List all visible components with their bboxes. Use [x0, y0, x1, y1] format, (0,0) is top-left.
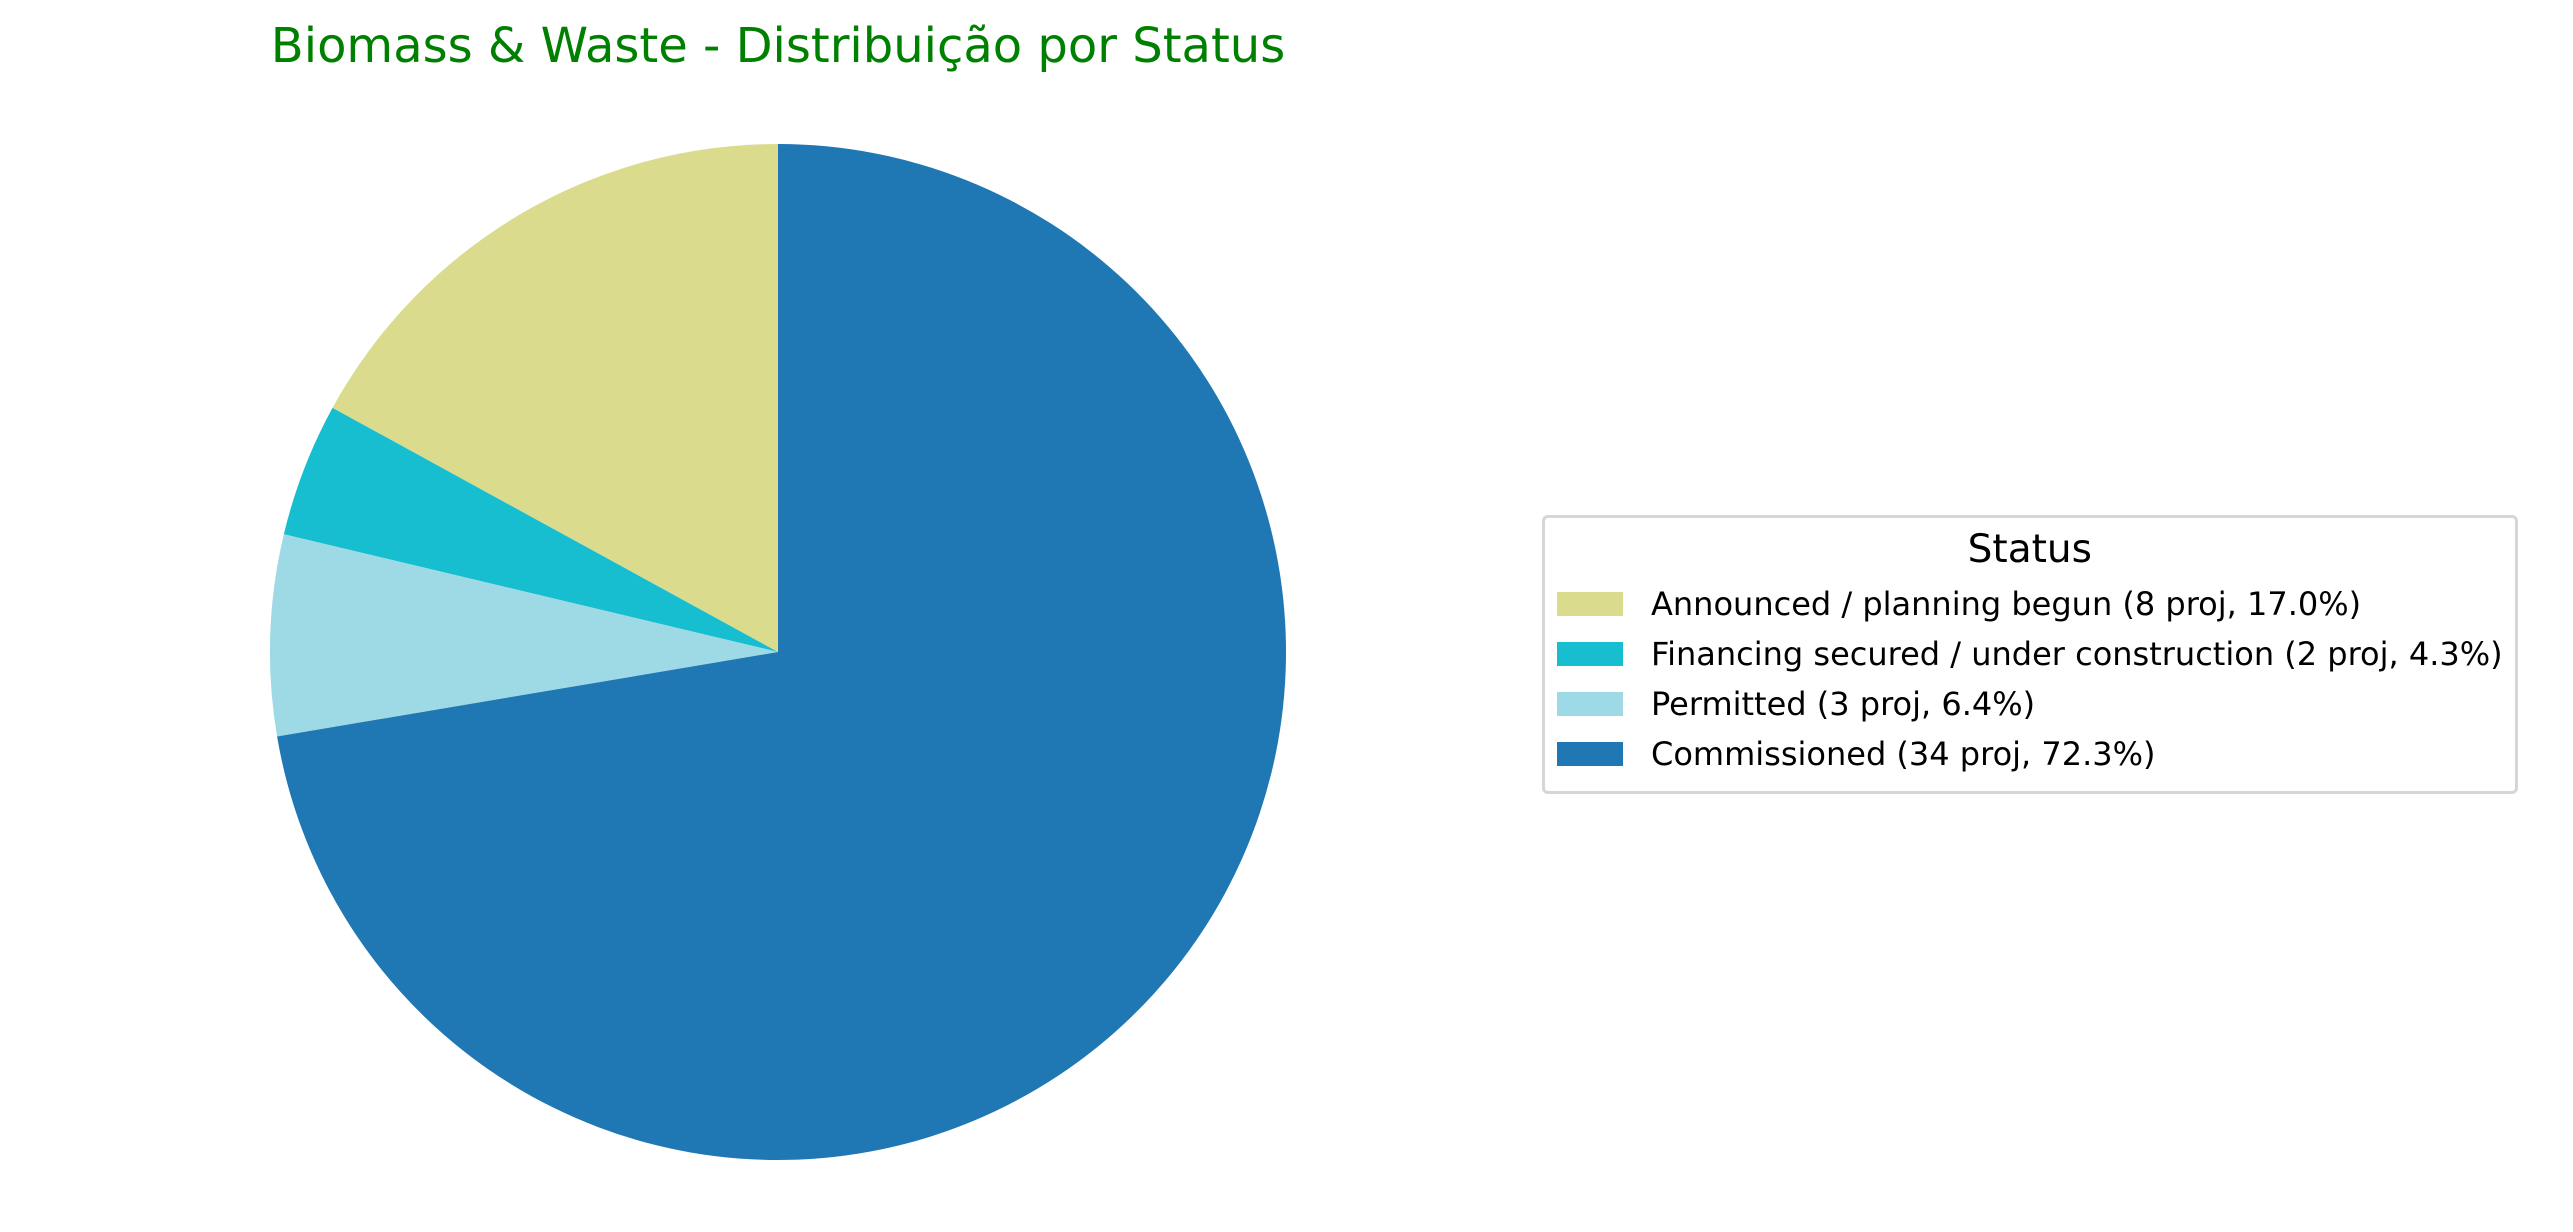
legend-label-0: Announced / planning begun (8 proj, 17.0…: [1651, 584, 2362, 623]
legend-items: Announced / planning begun (8 proj, 17.0…: [1557, 579, 2503, 779]
legend-item-0: Announced / planning begun (8 proj, 17.0…: [1557, 579, 2503, 629]
legend-item-2: Permitted (3 proj, 6.4%): [1557, 679, 2503, 729]
legend-swatch-1: [1557, 641, 1623, 666]
chart-title: Biomass & Waste - Distribuição por Statu…: [270, 18, 1286, 74]
legend-label-3: Commissioned (34 proj, 72.3%): [1651, 734, 2156, 773]
legend-title: Status: [1967, 527, 2092, 572]
pie-slice-1: [283, 407, 778, 652]
legend-swatch-2: [1557, 691, 1623, 716]
pie-slice-2: [270, 534, 778, 737]
pie-slices: [270, 144, 1287, 1160]
pie-slice-0: [332, 144, 778, 652]
legend-label-1: Financing secured / under construction (…: [1651, 634, 2503, 673]
legend-item-1: Financing secured / under construction (…: [1557, 629, 2503, 679]
legend-label-2: Permitted (3 proj, 6.4%): [1651, 684, 2036, 723]
legend-item-3: Commissioned (34 proj, 72.3%): [1557, 729, 2503, 779]
legend: Status Announced / planning begun (8 pro…: [1542, 515, 2518, 794]
legend-swatch-0: [1557, 591, 1623, 616]
legend-swatch-3: [1557, 741, 1623, 766]
pie-slice-3: [277, 144, 1287, 1160]
